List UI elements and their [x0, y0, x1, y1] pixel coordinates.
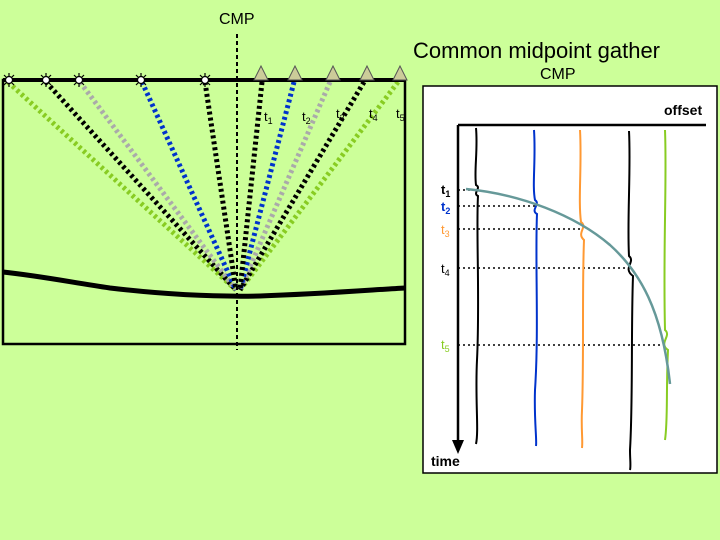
traces [474, 127, 670, 471]
offset-label: offset [664, 102, 702, 118]
time-label-3: t3 [441, 222, 450, 239]
cmp-label-gather: CMP [540, 66, 576, 83]
moveout-hyperbola [465, 187, 672, 385]
ray-down-1 [202, 81, 239, 291]
receiver-icon [359, 64, 375, 81]
source-icon [39, 73, 53, 87]
time-label-2: t2 [441, 199, 450, 216]
ray-labels: t1 t2 t3 t4 t5 [264, 106, 405, 126]
ray-down-3 [78, 80, 238, 292]
receiver-icon [392, 64, 408, 81]
receivers [253, 64, 408, 81]
reflector-horizon [2, 269, 406, 299]
gather-frame [422, 85, 718, 474]
trace-1 [474, 127, 480, 445]
trace-4 [627, 130, 635, 471]
receiver-icon [325, 64, 341, 81]
ray-label-5: t5 [396, 106, 405, 123]
ray-label-1: t1 [264, 109, 273, 126]
time-label-5: t5 [441, 337, 450, 354]
ray-down-2 [139, 80, 239, 292]
earth-box [1, 78, 407, 346]
ray-up-5 [238, 80, 400, 292]
cmp-label-top: CMP [219, 11, 255, 28]
source-icon [2, 73, 16, 87]
trace-2 [532, 129, 539, 447]
receiver-icon [253, 64, 269, 81]
ray-label-4: t4 [369, 106, 378, 123]
ray-down-4 [44, 80, 238, 292]
ray-up-1 [237, 81, 265, 291]
trace-3 [578, 129, 586, 449]
time-label-4: t4 [441, 261, 450, 278]
ray-up-4 [237, 80, 367, 292]
ray-label-2: t2 [302, 109, 311, 126]
source-icon [198, 73, 212, 87]
time-axis-arrow-icon [452, 440, 464, 454]
rays [6, 80, 400, 292]
ray-geometry-panel: t1 t2 t3 t4 t5 [1, 34, 408, 350]
source-icon [134, 73, 148, 87]
time-label: time [431, 453, 460, 469]
ray-label-3: t3 [336, 106, 345, 123]
receiver-icon [287, 64, 303, 81]
diagram-title: Common midpoint gather [413, 38, 661, 63]
cmp-gather-panel: offset time t1 t2 t3 t4 t5 [422, 85, 718, 474]
time-label-1: t1 [441, 182, 450, 199]
sources [2, 73, 212, 87]
ray-up-3 [237, 81, 333, 291]
source-icon [72, 73, 86, 87]
time-labels: t1 t2 t3 t4 t5 [441, 182, 450, 354]
trace-5 [663, 129, 670, 441]
